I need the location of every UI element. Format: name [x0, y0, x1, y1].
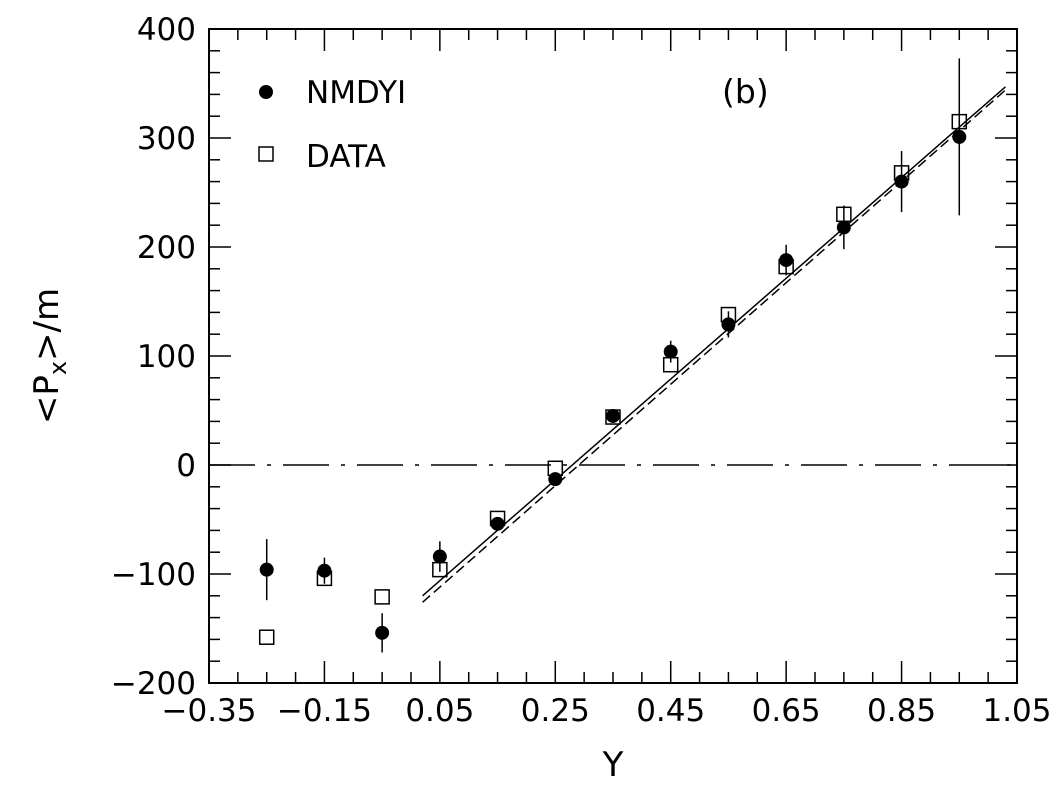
point-nmdyi — [259, 562, 274, 577]
point-nmdyi — [375, 625, 390, 640]
x-tick-label: 0.65 — [752, 693, 821, 729]
x-tick-label: 0.45 — [636, 693, 705, 729]
x-tick-label: 0.05 — [405, 693, 474, 729]
legend-marker-nmdyi — [259, 85, 273, 99]
svg-text:<Px>/m: <Px>/m — [27, 288, 72, 424]
y-tick-label: 100 — [137, 339, 196, 375]
point-data — [489, 510, 506, 527]
point-data — [893, 165, 910, 181]
point-data — [374, 589, 390, 605]
point-nmdyi — [836, 220, 851, 235]
x-tick-label: 0.25 — [521, 693, 590, 729]
point-data — [547, 460, 564, 477]
point-data — [316, 570, 333, 587]
point-nmdyi — [894, 174, 909, 189]
y-tick-labels: −200 −100 0 100 200 300 400 — [111, 12, 196, 702]
y-tick-label: 300 — [137, 121, 196, 157]
point-data — [258, 629, 275, 645]
point-data — [836, 206, 852, 223]
x-axis-title: Y — [602, 745, 624, 785]
y-axis-title-sub: x — [44, 361, 72, 375]
point-nmdyi — [663, 344, 678, 359]
y-tick-label: 200 — [137, 230, 196, 266]
panel-label: (b) — [722, 72, 769, 111]
point-nmdyi — [606, 408, 620, 423]
y-tick-label: −200 — [111, 666, 196, 702]
y-axis-title-open: <P — [27, 375, 67, 424]
point-data — [432, 561, 448, 578]
axis-ticks — [208, 28, 1018, 684]
legend-label-data: DATA — [306, 139, 386, 175]
fit-line-dashed — [422, 89, 1006, 603]
point-data — [778, 258, 794, 275]
x-tick-labels: −0.35 −0.15 0.05 0.25 0.45 0.65 0.85 1.05 — [162, 693, 1052, 729]
point-data — [605, 409, 621, 425]
x-tick-label: 1.05 — [982, 693, 1051, 729]
y-tick-label: −100 — [111, 557, 196, 593]
point-data — [662, 356, 679, 373]
x-tick-label: 0.85 — [867, 693, 936, 729]
point-nmdyi — [952, 129, 967, 144]
point-data — [720, 306, 737, 323]
y-tick-label: 400 — [137, 12, 196, 48]
point-data — [951, 113, 968, 130]
legend-marker-data — [258, 146, 274, 162]
y-axis-title-close: >/m — [27, 288, 67, 361]
legend: NMDYI DATA — [258, 75, 406, 175]
y-axis-title: <Px>/m — [27, 288, 72, 424]
y-tick-label: 0 — [176, 448, 196, 484]
data-points — [258, 58, 968, 653]
fit-line-solid — [422, 86, 1006, 597]
point-nmdyi — [432, 549, 447, 564]
legend-label-nmdyi: NMDYI — [306, 75, 406, 111]
fit-lines — [422, 86, 1006, 603]
point-nmdyi — [490, 516, 505, 531]
x-tick-label: −0.35 — [162, 693, 257, 729]
x-tick-label: −0.15 — [277, 693, 372, 729]
